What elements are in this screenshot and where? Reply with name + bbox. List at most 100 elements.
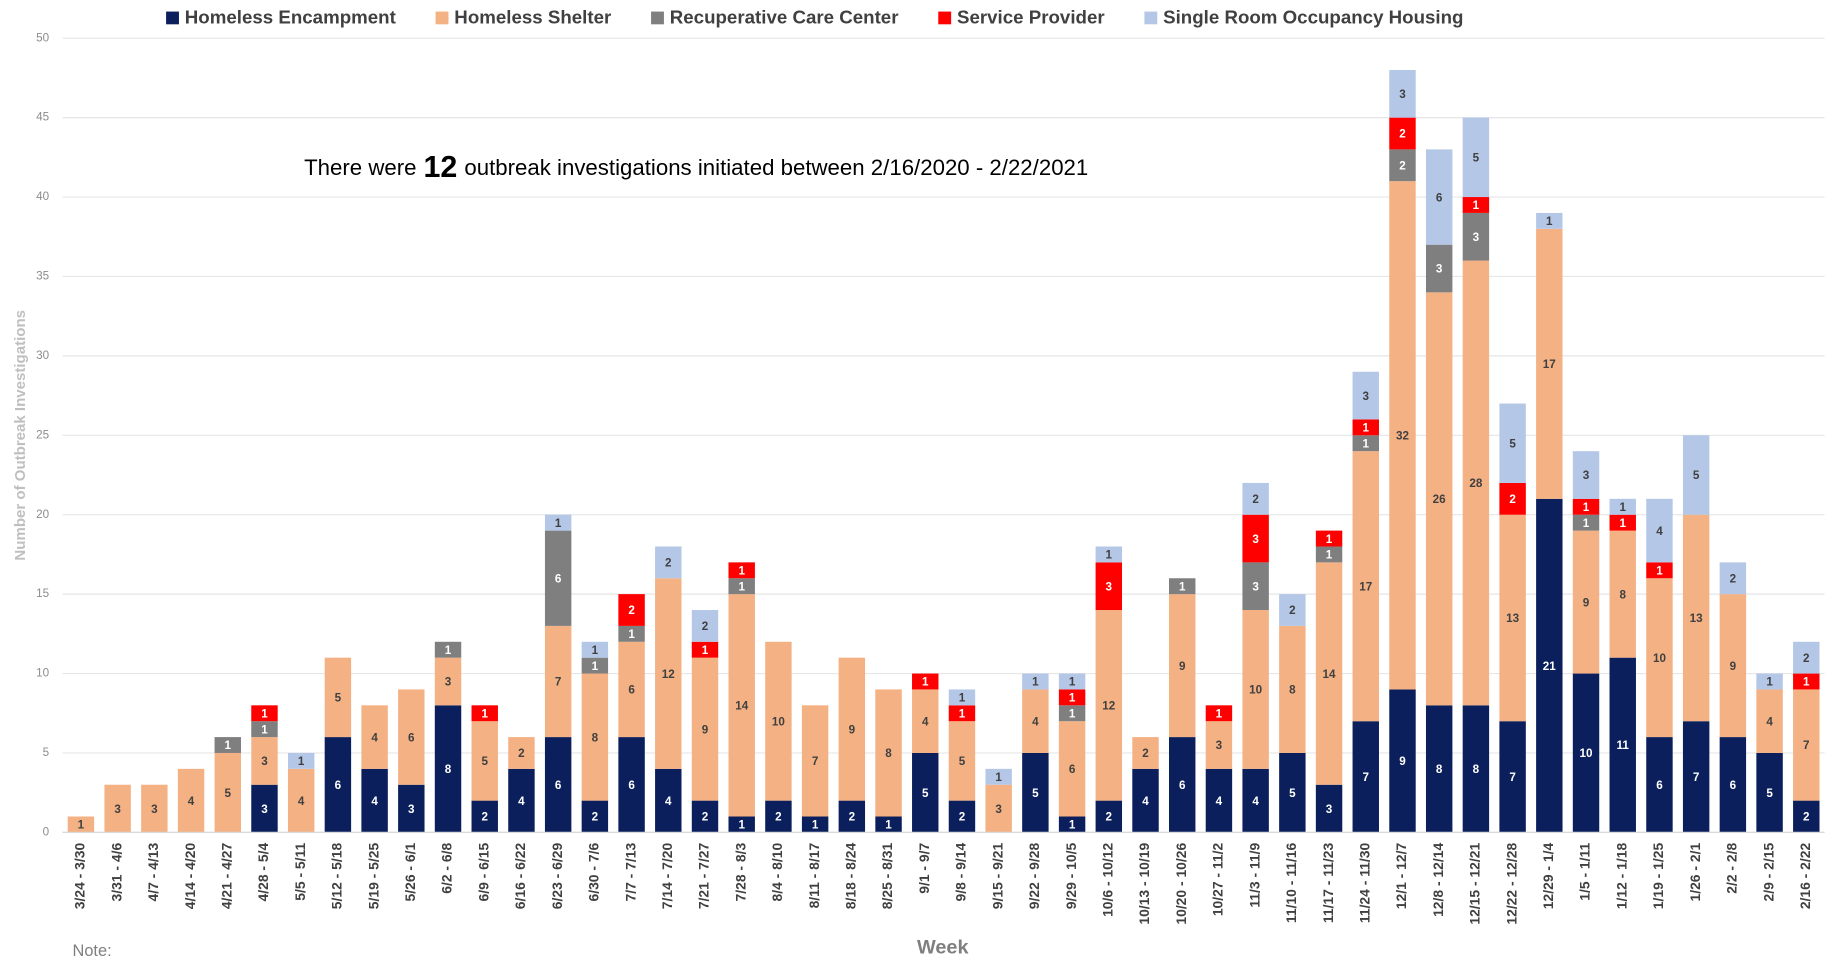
data-label: 3 [261, 803, 268, 816]
bar-segment [398, 689, 425, 785]
data-label: 26 [1433, 493, 1447, 506]
data-label: 1 [225, 739, 232, 752]
legend-swatch [166, 11, 179, 25]
data-label: 6 [408, 731, 415, 744]
y-tick-label: 0 [43, 826, 50, 839]
data-label: 1 [1326, 533, 1333, 546]
data-label: 1 [922, 676, 929, 689]
x-tick-label: 6/16 - 6/22 [512, 843, 528, 910]
bar-segment [728, 578, 755, 595]
bar-segment [1719, 594, 1747, 738]
bar-segment [1609, 514, 1636, 531]
bar-segment [912, 752, 939, 833]
data-label: 6 [1179, 779, 1186, 792]
x-tick-label: 10/13 - 10/19 [1136, 843, 1152, 925]
bar-segment [1425, 244, 1453, 293]
data-label: 21 [1543, 660, 1557, 673]
data-label: 1 [1363, 422, 1370, 435]
data-label: 7 [1363, 771, 1370, 784]
data-label: 2 [1803, 652, 1810, 665]
bar-segment [691, 610, 719, 642]
bar-segment [985, 784, 1012, 833]
data-label: 2 [1106, 811, 1113, 824]
bar-segment [838, 657, 866, 801]
bar-segment [655, 578, 682, 769]
bar-segment [1646, 498, 1673, 563]
bar-segment [948, 689, 976, 706]
bar-segment [1462, 212, 1490, 261]
x-tick-label: 1/26 - 2/1 [1687, 843, 1703, 902]
y-tick-label: 5 [43, 746, 50, 759]
x-tick-label: 5/26 - 6/1 [402, 843, 418, 902]
data-label: 10 [1653, 652, 1666, 665]
bar-segment [1572, 498, 1600, 515]
bar-segment [1169, 737, 1196, 833]
x-tick-label: 12/22 - 12/28 [1503, 843, 1519, 925]
x-tick-label: 5/19 - 5/25 [365, 843, 381, 910]
y-tick-label: 45 [36, 111, 49, 124]
bar-segment [1793, 689, 1820, 801]
bar-segment [1205, 705, 1233, 722]
bar-segment [287, 768, 315, 833]
data-label: 5 [481, 755, 488, 768]
data-label: 1 [445, 644, 452, 657]
data-label: 1 [1179, 580, 1186, 593]
data-label: 1 [1069, 708, 1076, 721]
data-label: 1 [1619, 517, 1626, 530]
data-label: 3 [114, 803, 121, 816]
bar-segment [1682, 514, 1710, 722]
data-label: 7 [555, 676, 562, 689]
data-label: 1 [261, 723, 268, 736]
y-tick-label: 15 [36, 587, 49, 600]
data-label: 8 [445, 763, 452, 776]
bar-segment [948, 705, 976, 722]
bar-segment [1609, 530, 1636, 658]
legend-label: Recuperative Care Center [670, 7, 899, 28]
bar-segment [1793, 800, 1820, 833]
data-label: 1 [812, 819, 819, 832]
data-label: 3 [1399, 88, 1406, 101]
data-label: 9 [1179, 660, 1186, 673]
legend-label: Homeless Shelter [454, 7, 611, 28]
bar-segment [1058, 689, 1086, 706]
bar-segment [1205, 721, 1233, 769]
data-label: 2 [702, 811, 709, 824]
data-label: 4 [1216, 795, 1223, 808]
x-tick-label: 11/10 - 11/16 [1283, 843, 1299, 924]
data-label: 6 [1656, 779, 1663, 792]
bar-segment [1095, 546, 1123, 563]
y-tick-label: 40 [36, 190, 50, 203]
bar-segment [544, 514, 572, 531]
data-label: 5 [1032, 787, 1039, 800]
x-tick-label: 9/22 - 9/28 [1026, 843, 1042, 910]
bar-segment [1315, 784, 1343, 833]
bar-segment [728, 816, 755, 833]
data-label: 11 [1617, 739, 1630, 752]
legend-swatch [1144, 11, 1158, 25]
data-label: 1 [592, 644, 599, 657]
bar-segment [1425, 149, 1453, 245]
x-tick-label: 12/29 - 1/4 [1540, 843, 1556, 910]
bar-segment [1095, 800, 1123, 833]
x-tick-label: 11/17 - 11/23 [1320, 843, 1336, 924]
x-tick-label: 8/18 - 8/24 [842, 843, 858, 910]
bar-segment [1572, 451, 1600, 499]
data-label: 1 [1106, 549, 1113, 562]
bar-segment [544, 625, 572, 738]
x-tick-label: 5/12 - 5/18 [329, 843, 345, 910]
bar-segment [1095, 562, 1123, 611]
data-label: 2 [775, 811, 782, 824]
bar-segment [1793, 641, 1820, 674]
data-label: 5 [335, 692, 342, 705]
bar-segment [618, 625, 645, 642]
bar-segment [141, 784, 168, 833]
bar-segment [1022, 673, 1049, 690]
data-label: 3 [1106, 580, 1113, 593]
data-label: 1 [1619, 501, 1626, 514]
data-label: 2 [849, 811, 856, 824]
data-label: 1 [885, 819, 892, 832]
bar-segment [1719, 737, 1747, 833]
bar-segment [581, 641, 609, 658]
y-tick-label: 10 [36, 667, 50, 680]
data-label: 6 [1436, 191, 1443, 204]
